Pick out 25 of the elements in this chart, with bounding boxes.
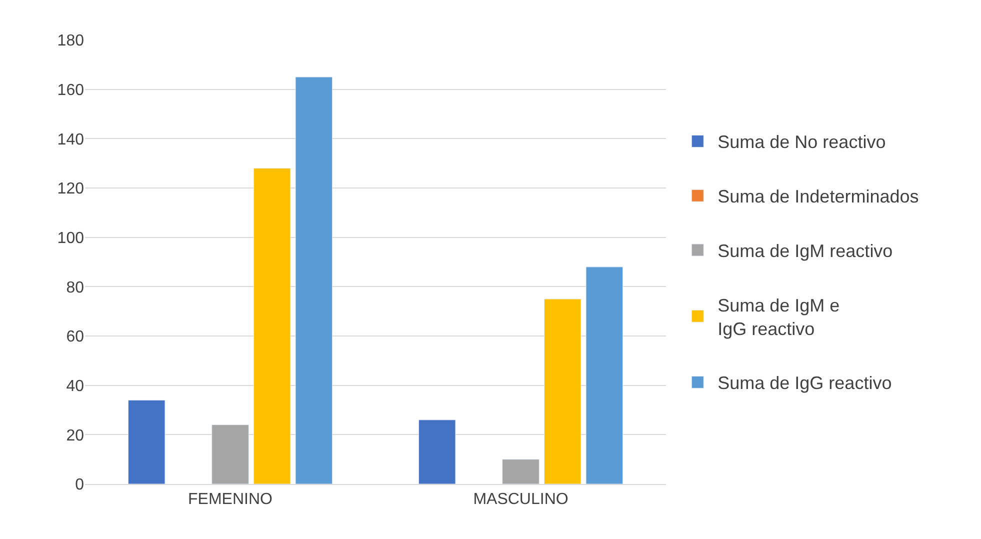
y-tick-label: 120 [57, 180, 84, 198]
y-tick-label: 180 [57, 32, 84, 50]
bar [502, 459, 540, 484]
bar [295, 76, 333, 484]
y-tick-label: 140 [57, 131, 84, 148]
y-tick-label: 100 [57, 230, 84, 247]
x-tick-label: FEMENINO [188, 491, 272, 508]
legend-label: Suma de No reactivo [718, 132, 886, 152]
y-tick-label: 20 [66, 427, 84, 444]
legend-label: Suma de Indeterminados [718, 186, 919, 207]
y-tick-label: 0 [75, 476, 84, 494]
y-tick-label: 80 [66, 279, 84, 296]
bar [418, 420, 456, 484]
legend-label: Suma de IgG reactivo [718, 373, 892, 394]
bar [212, 424, 249, 484]
legend-label: Suma de IgM reactivo [718, 241, 893, 262]
bar [544, 298, 582, 484]
x-tick-label: MASCULINO [473, 491, 568, 508]
y-tick-label: 160 [57, 82, 84, 99]
y-tick-label: 40 [66, 378, 84, 395]
legend-label: Suma de IgM e IgG reactivo [718, 295, 840, 339]
bar [253, 168, 291, 484]
bar [128, 400, 166, 484]
y-tick-label: 60 [66, 328, 84, 346]
bar [586, 266, 624, 484]
